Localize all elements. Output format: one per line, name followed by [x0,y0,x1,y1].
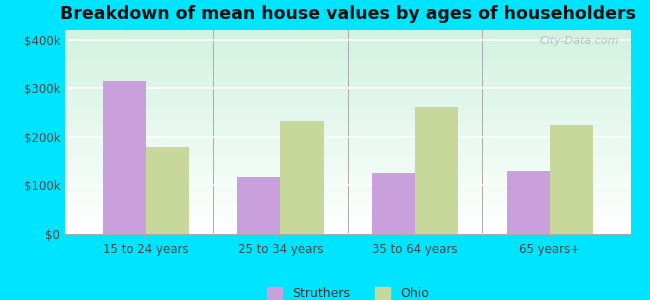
Bar [103,81,146,234]
Bar [146,147,189,234]
Bar [415,107,458,234]
Bar [506,171,550,234]
Title: Breakdown of mean house values by ages of householders: Breakdown of mean house values by ages o… [60,5,636,23]
Bar [237,177,280,234]
Bar [372,173,415,234]
Legend: Struthers, Ohio: Struthers, Ohio [262,282,434,300]
Bar [280,121,324,234]
Text: City-Data.com: City-Data.com [540,36,619,46]
Bar [550,125,593,234]
